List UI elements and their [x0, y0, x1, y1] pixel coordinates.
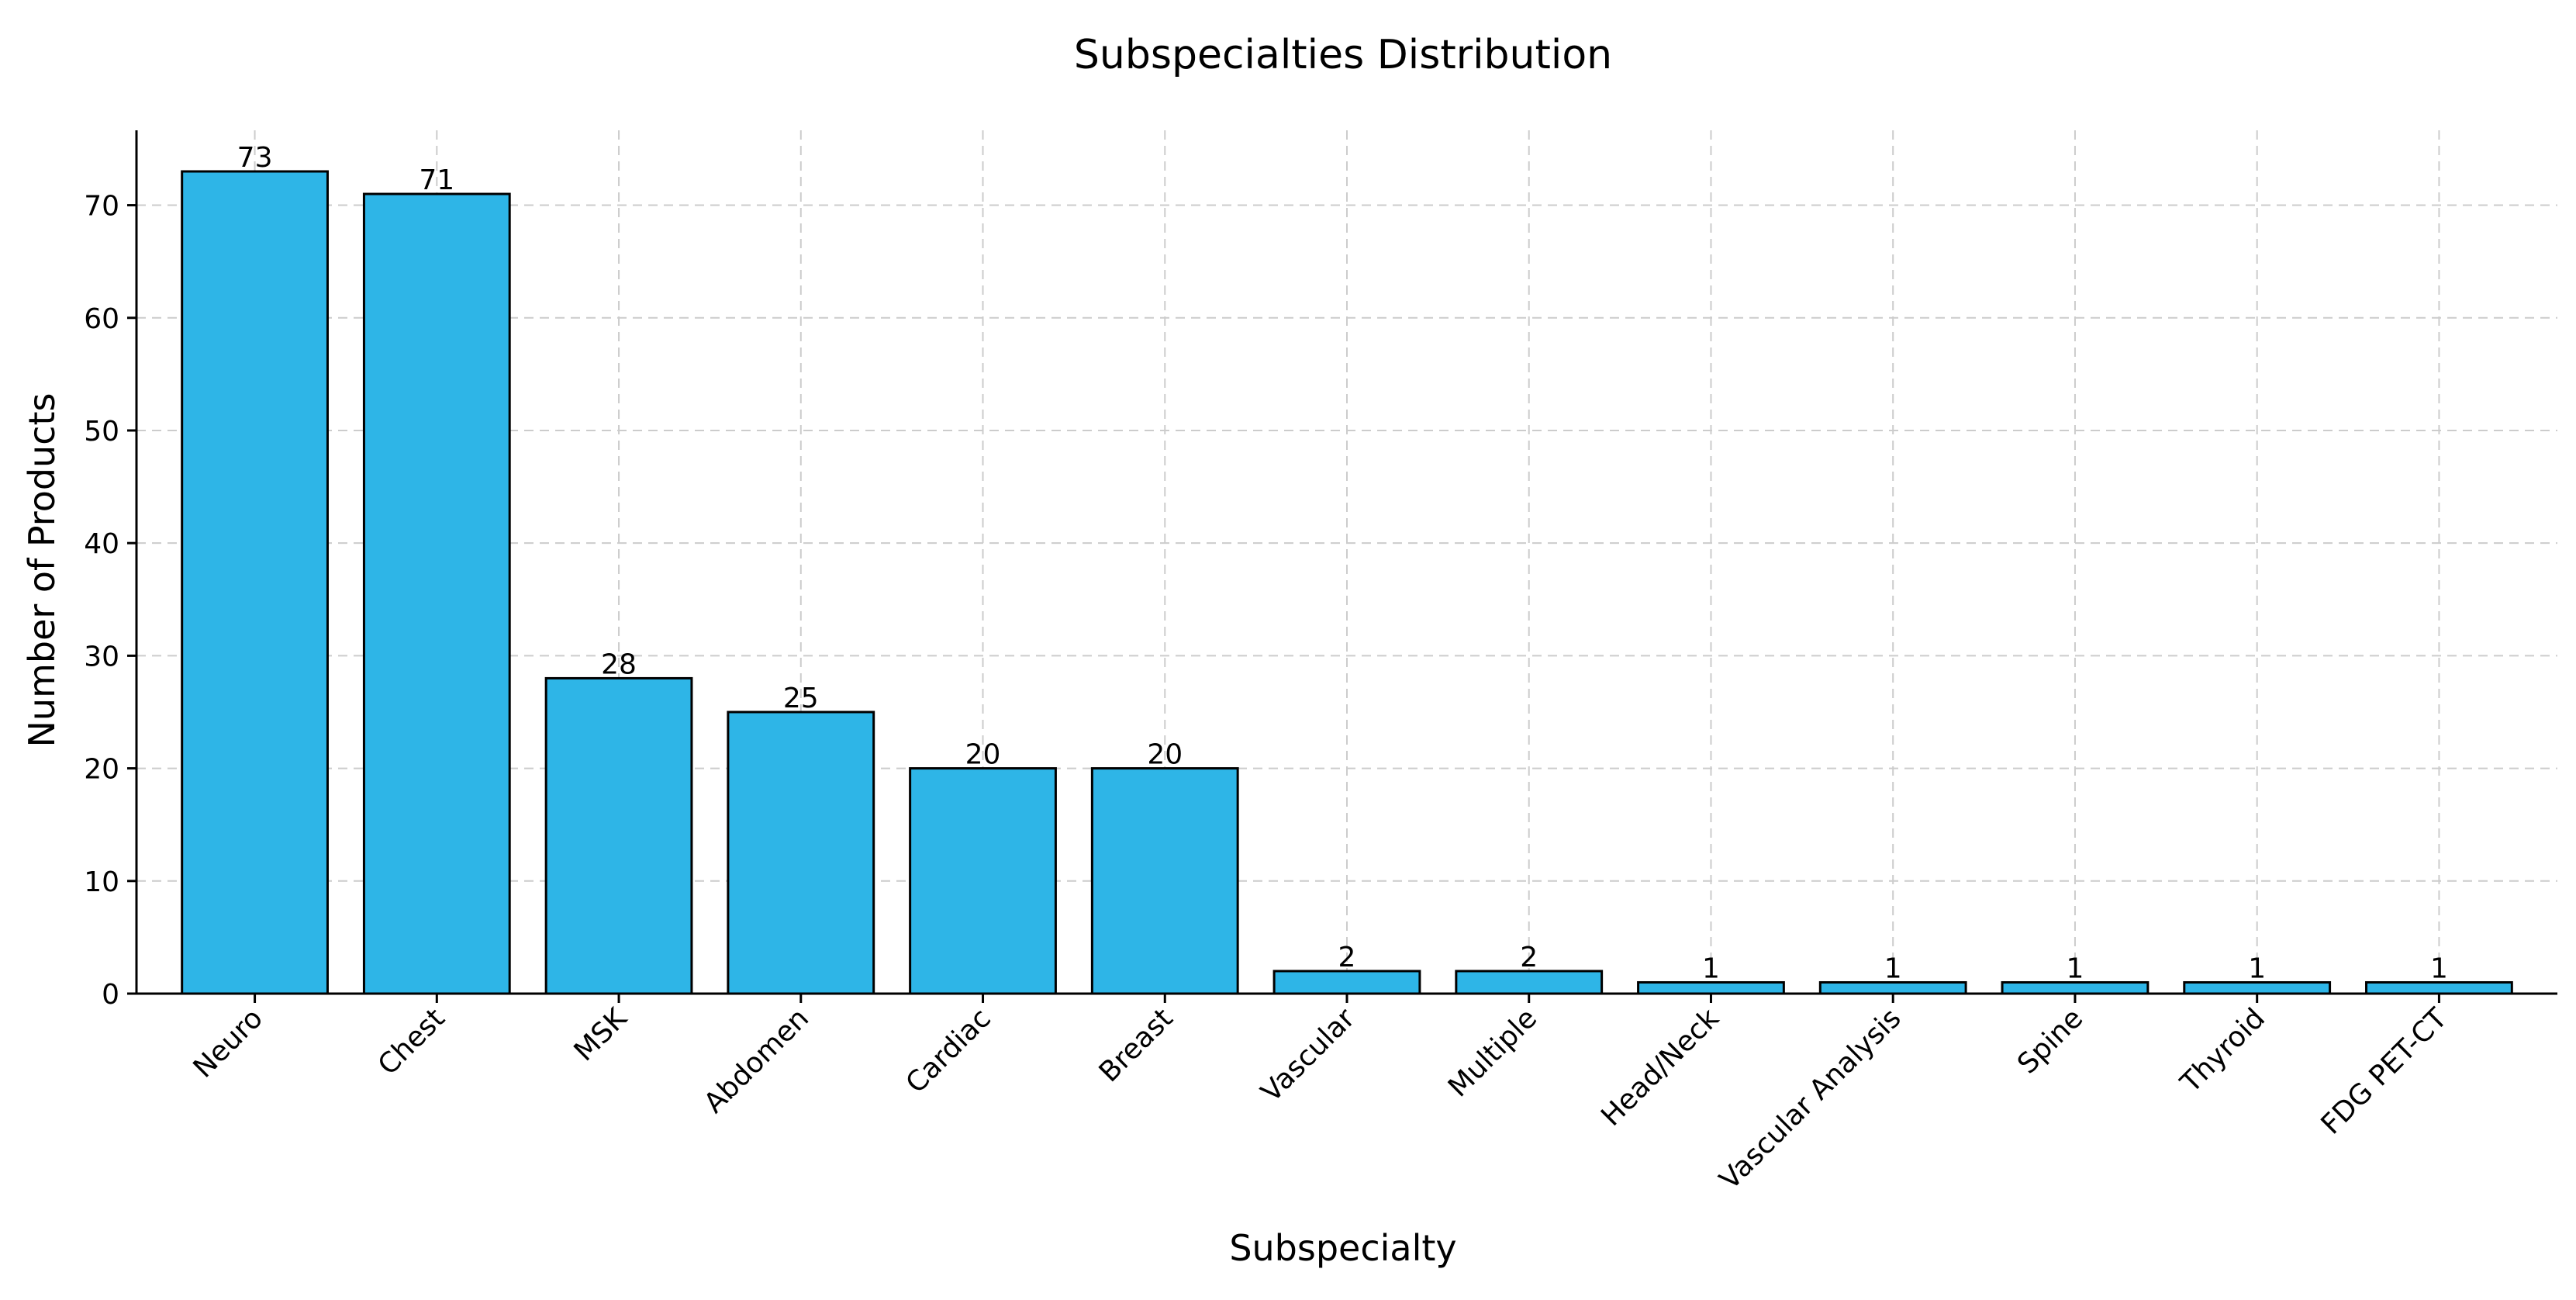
bar-value-label: 1 — [2248, 953, 2266, 984]
bar-value-label: 1 — [2430, 953, 2448, 984]
y-tick-label: 60 — [84, 303, 119, 335]
bar-value-label: 71 — [419, 164, 454, 196]
bar-value-label: 2 — [1520, 942, 1538, 973]
bar-value-label: 25 — [783, 683, 819, 714]
bar-value-label: 2 — [1338, 942, 1356, 973]
x-tick-label: Head/Neck — [1595, 1002, 1725, 1132]
x-tick-label: Chest — [372, 1002, 451, 1081]
y-tick-label: 10 — [84, 866, 119, 898]
y-axis-label: Number of Products — [21, 393, 63, 748]
x-tick-label: MSK — [568, 1001, 634, 1067]
bar-value-label: 1 — [1884, 953, 1902, 984]
y-tick-label: 0 — [102, 979, 119, 1011]
x-tick-label: Spine — [2011, 1002, 2089, 1080]
bar — [362, 192, 511, 995]
x-tick-label: FDG PET-CT — [2315, 1002, 2454, 1141]
bar — [544, 676, 693, 995]
chart-title: Subspecialties Distribution — [1074, 32, 1612, 78]
bar-value-label: 1 — [1702, 953, 1720, 984]
y-tick-label: 40 — [84, 528, 119, 560]
x-axis-label: Subspecialty — [1229, 1227, 1456, 1269]
bar-value-label: 1 — [2066, 953, 2084, 984]
axes-layer — [127, 130, 2557, 1003]
bar — [1272, 970, 1421, 995]
x-tick-label: Breast — [1093, 1002, 1179, 1088]
x-tick-label: Neuro — [188, 1002, 269, 1084]
x-tick-label: Multiple — [1442, 1002, 1543, 1103]
y-tick-label: 70 — [84, 191, 119, 223]
bar — [909, 767, 1057, 995]
bar-value-label: 20 — [965, 739, 1001, 771]
bar — [181, 170, 329, 995]
x-tick-label: Thyroid — [2174, 1002, 2271, 1099]
x-tick-label: Cardiac — [900, 1002, 997, 1099]
y-tick-label: 20 — [84, 754, 119, 786]
bar-value-label: 73 — [237, 142, 273, 174]
bar-value-label: 20 — [1147, 739, 1183, 771]
bar — [727, 711, 875, 995]
y-tick-label: 30 — [84, 641, 119, 672]
bar-value-label: 28 — [601, 648, 637, 680]
bar — [1455, 970, 1604, 995]
y-tick-label: 50 — [84, 416, 119, 448]
bars-layer — [181, 170, 2513, 995]
x-tick-label: Vascular — [1255, 1002, 1362, 1108]
x-tick-label: Abdomen — [698, 1002, 815, 1119]
x-tick-label: Vascular Analysis — [1714, 1002, 1908, 1196]
bar — [1090, 767, 1239, 995]
